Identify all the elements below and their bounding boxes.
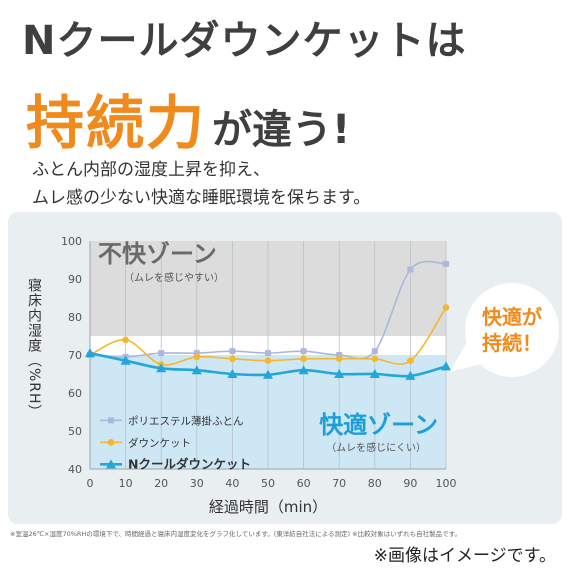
data-point-circle bbox=[229, 355, 236, 363]
data-point-circle bbox=[442, 304, 450, 311]
y-tick-label: 40 bbox=[68, 463, 82, 476]
data-point-circle bbox=[407, 357, 414, 364]
y-tick-label: 90 bbox=[68, 273, 82, 286]
y-tick-label: 100 bbox=[61, 235, 82, 248]
callout-text-line1: 快適が bbox=[482, 305, 542, 329]
data-point-square bbox=[407, 266, 414, 273]
data-point-square bbox=[336, 352, 343, 358]
data-point-triangle bbox=[369, 369, 380, 378]
comfort-zone-note: （ムレを感じにくい） bbox=[326, 441, 426, 454]
x-tick-label: 20 bbox=[154, 477, 168, 490]
x-tick-label: 0 bbox=[87, 477, 94, 490]
x-tick-label: 60 bbox=[297, 477, 311, 490]
data-point-triangle bbox=[156, 363, 167, 373]
data-point-triangle bbox=[191, 365, 202, 375]
discomfort-zone-note: （ムレを感じやすい） bbox=[124, 271, 224, 284]
data-point-circle bbox=[371, 355, 379, 363]
data-point-circle bbox=[264, 357, 272, 364]
legend-marker-triangle bbox=[106, 459, 116, 469]
callout-text-line2: 持続！ bbox=[482, 331, 542, 355]
legend-marker-square bbox=[108, 417, 114, 424]
y-axis-title: 寝床内湿度（%RH） bbox=[26, 277, 42, 419]
data-point-square bbox=[158, 350, 165, 357]
x-tick-label: 30 bbox=[190, 477, 204, 490]
x-tick-label: 10 bbox=[119, 477, 133, 490]
headline-line1: Nクールダウンケットは bbox=[22, 18, 467, 64]
data-point-square bbox=[371, 348, 378, 355]
x-tick-label: 50 bbox=[261, 477, 275, 490]
x-tick-label: 80 bbox=[368, 477, 382, 490]
humidity-chart: 不快ゾーン （ムレを感じやすい） 快適ゾーン （ムレを感じにくい） 40 50 60 70 80… bbox=[26, 235, 559, 516]
data-point-triangle bbox=[441, 361, 451, 371]
data-point-circle bbox=[193, 353, 201, 361]
data-point-square bbox=[229, 348, 236, 355]
y-tick-label: 60 bbox=[68, 387, 82, 400]
image-note: ※画像はイメージです。 bbox=[373, 546, 556, 566]
legend-label-2: Nクールダウンケット bbox=[128, 456, 251, 471]
data-point-square bbox=[443, 260, 449, 267]
chart-panel: 不快ゾーン （ムレを感じやすい） 快適ゾーン （ムレを感じにくい） 40 50 60 70 80… bbox=[8, 212, 562, 524]
headline-rest: が違う! bbox=[212, 107, 351, 153]
comfort-zone-label: 快適ゾーン bbox=[319, 411, 438, 439]
legend-label-0: ポリエステル薄掛ふとん bbox=[128, 414, 244, 427]
footnote: ※室温26℃×湿度70%RHの環境下で、時間経過と寝床内湿度変化をグラフ化してい… bbox=[10, 530, 461, 538]
data-point-triangle bbox=[227, 369, 238, 378]
data-point-triangle bbox=[263, 369, 273, 379]
x-tick-label: 90 bbox=[403, 477, 417, 490]
subtitle: ふとん内部の湿度上昇を抑え、 ムレ感の少ない快適な睡眠環境を保ちます。 bbox=[32, 156, 370, 212]
x-axis-title: 経過時間（min） bbox=[209, 498, 327, 516]
x-tick-label: 70 bbox=[332, 477, 346, 490]
data-point-square bbox=[300, 348, 307, 355]
legend-label-1: ダウンケット bbox=[128, 436, 191, 449]
y-tick-label: 70 bbox=[68, 349, 82, 362]
legend-marker-circle bbox=[107, 439, 115, 446]
data-point-square bbox=[265, 350, 271, 357]
data-point-triangle bbox=[334, 369, 345, 378]
headline-line2: 持続力 が違う! bbox=[26, 76, 350, 160]
data-point-triangle bbox=[405, 370, 416, 380]
data-point-triangle bbox=[85, 348, 95, 358]
x-tick-label: 100 bbox=[436, 477, 457, 490]
data-point-triangle bbox=[120, 355, 131, 365]
callout-tail bbox=[450, 340, 482, 372]
data-point-triangle bbox=[298, 365, 309, 375]
data-point-circle bbox=[122, 336, 129, 344]
subtitle-line2: ムレ感の少ない快適な睡眠環境を保ちます。 bbox=[32, 188, 371, 208]
headline-highlight: 持続力 bbox=[26, 89, 207, 157]
data-point-circle bbox=[300, 355, 307, 363]
subtitle-line1: ふとん内部の湿度上昇を抑え、 bbox=[32, 160, 270, 180]
discomfort-zone-label: 不快ゾーン bbox=[98, 240, 217, 268]
x-tick-label: 40 bbox=[225, 477, 239, 490]
callout-bubble bbox=[465, 283, 559, 377]
y-tick-label: 80 bbox=[68, 311, 82, 324]
data-point-circle bbox=[335, 355, 343, 363]
data-point-square bbox=[193, 350, 200, 357]
y-tick-label: 50 bbox=[68, 425, 82, 438]
